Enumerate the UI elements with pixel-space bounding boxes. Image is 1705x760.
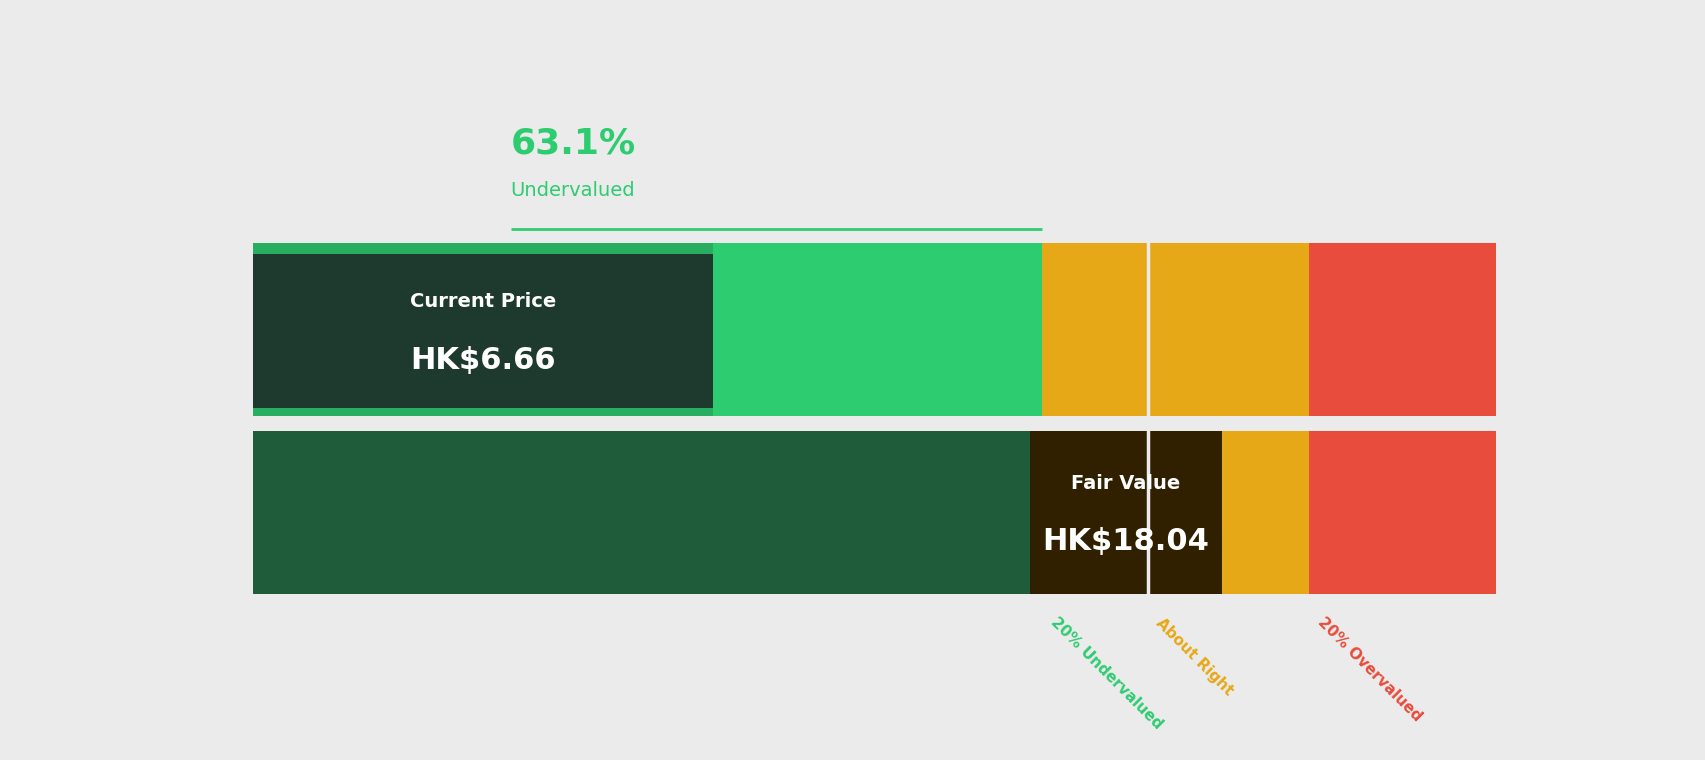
Bar xyxy=(1042,431,1147,594)
Bar xyxy=(1308,431,1495,594)
Text: 63.1%: 63.1% xyxy=(510,127,636,161)
Text: Fair Value: Fair Value xyxy=(1071,473,1180,492)
Text: HK$18.04: HK$18.04 xyxy=(1042,527,1209,556)
Text: Undervalued: Undervalued xyxy=(510,181,634,200)
Bar xyxy=(252,416,1495,431)
Bar xyxy=(252,254,713,408)
Bar xyxy=(1042,243,1147,419)
Text: HK$6.66: HK$6.66 xyxy=(409,346,556,375)
Bar xyxy=(1147,243,1308,419)
Bar xyxy=(713,431,1042,594)
Bar xyxy=(1147,431,1308,594)
Bar xyxy=(252,431,713,594)
Text: 20% Overvalued: 20% Overvalued xyxy=(1315,615,1424,725)
Bar xyxy=(1308,243,1495,419)
Text: About Right: About Right xyxy=(1153,615,1236,698)
Text: Current Price: Current Price xyxy=(409,293,556,312)
Bar xyxy=(1030,431,1221,594)
Bar xyxy=(252,243,713,419)
Text: 20% Undervalued: 20% Undervalued xyxy=(1047,615,1165,733)
Bar xyxy=(713,243,1042,419)
